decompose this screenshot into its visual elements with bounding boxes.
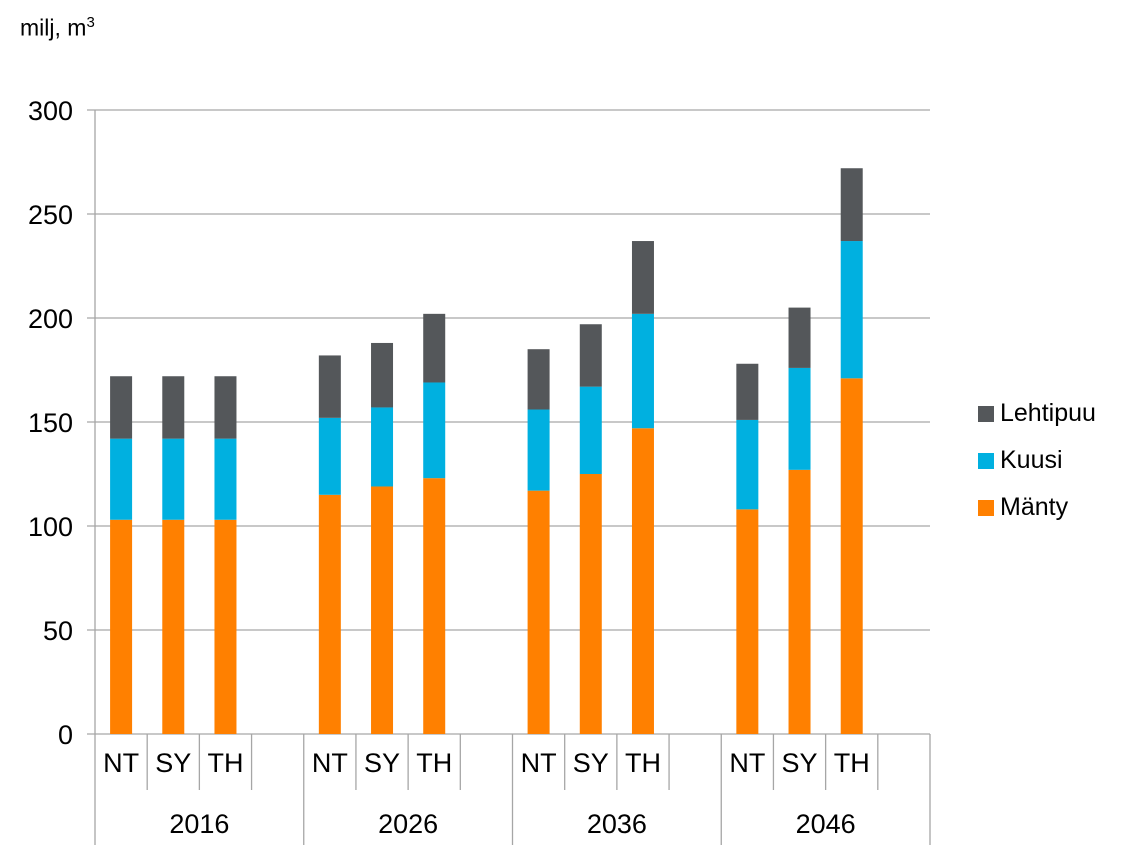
category-label-2016-TH: TH (207, 748, 243, 778)
category-label-2036-SY: SY (573, 748, 609, 778)
bar-kuusi-2026-SY (371, 407, 394, 487)
bar-kuusi-2036-SY (579, 386, 602, 474)
category-label-2046-NT: NT (729, 748, 765, 778)
bar-kuusi-2016-NT (110, 438, 133, 520)
bar-kuusi-2046-SY (788, 367, 811, 470)
category-label-2046-SY: SY (782, 748, 818, 778)
bar-kuusi-2046-NT (736, 419, 759, 510)
y-tick-label-200: 200 (28, 304, 73, 334)
y-tick-label-250: 250 (28, 200, 73, 230)
legend-swatch-mänty (978, 499, 994, 516)
y-tick-label-300: 300 (28, 96, 73, 126)
bar-lehtipuu-2036-SY (579, 324, 602, 387)
bar-lehtipuu-2026-TH (423, 313, 446, 383)
y-tick-label-50: 50 (43, 616, 73, 646)
bar-mänty-2016-NT (110, 519, 133, 734)
bar-mänty-2026-NT (318, 494, 341, 734)
legend-label-mänty: Mänty (1000, 493, 1069, 521)
bar-kuusi-2026-NT (318, 417, 341, 495)
bar-lehtipuu-2016-NT (110, 376, 133, 439)
y-tick-label-0: 0 (58, 720, 73, 750)
bar-mänty-2046-NT (736, 509, 759, 734)
bar-lehtipuu-2046-SY (788, 307, 811, 368)
legend-swatch-kuusi (978, 452, 994, 469)
bar-lehtipuu-2036-TH (631, 241, 654, 314)
bar-lehtipuu-2046-TH (840, 168, 863, 242)
y-tick-label-150: 150 (28, 408, 73, 438)
bar-lehtipuu-2036-NT (527, 349, 550, 410)
legend-item-kuusi: Kuusi (978, 437, 1096, 484)
bar-kuusi-2036-NT (527, 409, 550, 491)
bar-lehtipuu-2026-SY (371, 342, 394, 408)
legend-label-lehtipuu: Lehtipuu (1000, 399, 1096, 427)
bar-lehtipuu-2046-NT (736, 363, 759, 420)
category-label-2026-NT: NT (312, 748, 348, 778)
category-label-2036-NT: NT (521, 748, 557, 778)
bar-kuusi-2036-TH (631, 313, 654, 429)
group-label-2046: 2046 (796, 809, 856, 839)
bar-kuusi-2046-TH (840, 241, 863, 379)
category-label-2026-TH: TH (416, 748, 452, 778)
category-label-2026-SY: SY (364, 748, 400, 778)
y-axis-unit-label: milj, m3 (20, 14, 95, 41)
category-label-2016-NT: NT (103, 748, 139, 778)
bar-mänty-2016-TH (214, 519, 237, 734)
bar-mänty-2026-TH (423, 478, 446, 734)
bar-mänty-2046-SY (788, 469, 811, 734)
bar-kuusi-2016-TH (214, 438, 237, 520)
bar-mänty-2026-SY (371, 486, 394, 734)
category-label-2016-SY: SY (155, 748, 191, 778)
bar-mänty-2036-NT (527, 490, 550, 734)
bar-mänty-2036-TH (631, 428, 654, 734)
category-label-2046-TH: TH (834, 748, 870, 778)
bar-lehtipuu-2026-NT (318, 355, 341, 418)
bar-kuusi-2016-SY (162, 438, 185, 520)
bar-mänty-2046-TH (840, 378, 863, 734)
group-label-2026: 2026 (378, 809, 438, 839)
bar-kuusi-2026-TH (423, 382, 446, 479)
bar-lehtipuu-2016-SY (162, 376, 185, 439)
legend: Lehtipuu Kuusi Mänty (978, 390, 1096, 531)
bar-mänty-2016-SY (162, 519, 185, 734)
category-label-2036-TH: TH (625, 748, 661, 778)
legend-item-lehtipuu: Lehtipuu (978, 390, 1096, 437)
legend-swatch-lehtipuu (978, 405, 994, 422)
y-tick-label-100: 100 (28, 512, 73, 542)
bar-lehtipuu-2016-TH (214, 376, 237, 439)
bar-mänty-2036-SY (579, 474, 602, 734)
legend-item-mänty: Mänty (978, 484, 1096, 531)
group-label-2016: 2016 (169, 809, 229, 839)
legend-label-kuusi: Kuusi (1000, 446, 1063, 474)
group-label-2036: 2036 (587, 809, 647, 839)
